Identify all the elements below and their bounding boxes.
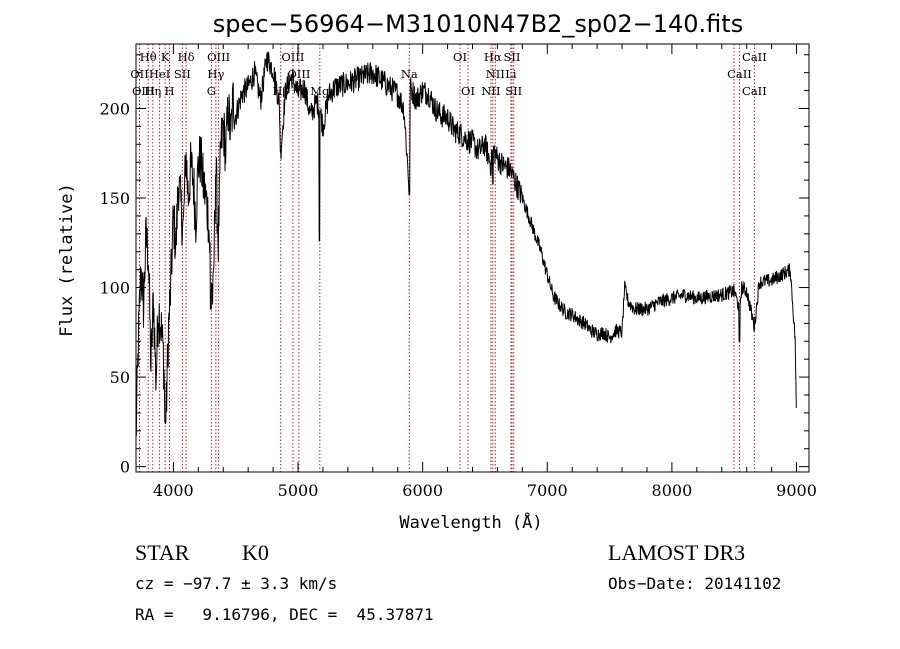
line-label-21: NII xyxy=(486,67,505,81)
observation-date: Obs−Date: 20141102 xyxy=(608,574,782,593)
y-tick-label: 100 xyxy=(99,279,130,298)
line-label-11: G xyxy=(207,84,216,98)
line-label-9: OIII xyxy=(207,50,230,64)
spectral-subclass: K0 xyxy=(242,540,269,565)
sky-coordinates: RA = 9.16796, DEC = 45.37871 xyxy=(135,605,434,624)
line-label-1: OII xyxy=(130,67,149,81)
y-tick-label: 0 xyxy=(120,458,130,477)
line-label-23: NII xyxy=(481,84,500,98)
line-label-22: Li xyxy=(505,67,517,81)
line-label-10: Hγ xyxy=(207,67,224,81)
x-tick-label: 4000 xyxy=(153,481,194,500)
x-tick-label: 9000 xyxy=(776,481,817,500)
line-label-24: SII xyxy=(505,84,522,98)
line-label-13: OIII xyxy=(281,50,304,64)
plot-area xyxy=(135,51,797,436)
x-tick-label: 7000 xyxy=(527,481,568,500)
y-axis-label: Flux (relative) xyxy=(57,183,77,337)
y-tick-label: 200 xyxy=(99,99,130,118)
line-label-20: SII xyxy=(504,50,521,64)
line-label-4: HeI xyxy=(149,67,170,81)
line-label-26: CaII xyxy=(727,67,752,81)
spectral-line-markers xyxy=(138,44,755,472)
line-label-8: Hδ xyxy=(178,50,195,64)
line-label-16: Na xyxy=(401,67,418,81)
line-label-5: Hη xyxy=(144,84,161,98)
line-label-2: OIII xyxy=(132,84,155,98)
line-label-0: Hθ xyxy=(140,50,157,64)
redshift-velocity: cz = −97.7 ± 3.3 km/s xyxy=(135,574,338,593)
line-label-7: SII xyxy=(174,67,191,81)
tick-labels: 4000 5000 6000 7000 8000 9000 0 50 100 150 200 xyxy=(99,99,816,500)
line-label-6: H xyxy=(165,84,175,98)
x-tick-label: 6000 xyxy=(402,481,443,500)
chart-title: spec−56964−M31010N47B2_sp02−140.fits xyxy=(213,10,743,38)
line-label-27: CaII xyxy=(742,84,767,98)
y-tick-label: 50 xyxy=(110,368,130,387)
x-axis-label: Wavelength (Å) xyxy=(399,511,542,533)
line-label-17: OI xyxy=(453,50,467,64)
y-tick-label: 150 xyxy=(99,189,130,208)
x-tick-label: 5000 xyxy=(278,481,319,500)
line-label-19: Hα xyxy=(484,50,502,64)
object-class: STAR xyxy=(135,540,190,565)
tick-marks xyxy=(136,44,809,472)
line-label-25: CaII xyxy=(742,50,767,64)
x-tick-label: 8000 xyxy=(652,481,693,500)
spectrum-line xyxy=(135,51,797,436)
survey-name: LAMOST DR3 xyxy=(608,540,746,565)
line-label-18: OI xyxy=(461,84,475,98)
line-label-3: K xyxy=(161,50,170,64)
